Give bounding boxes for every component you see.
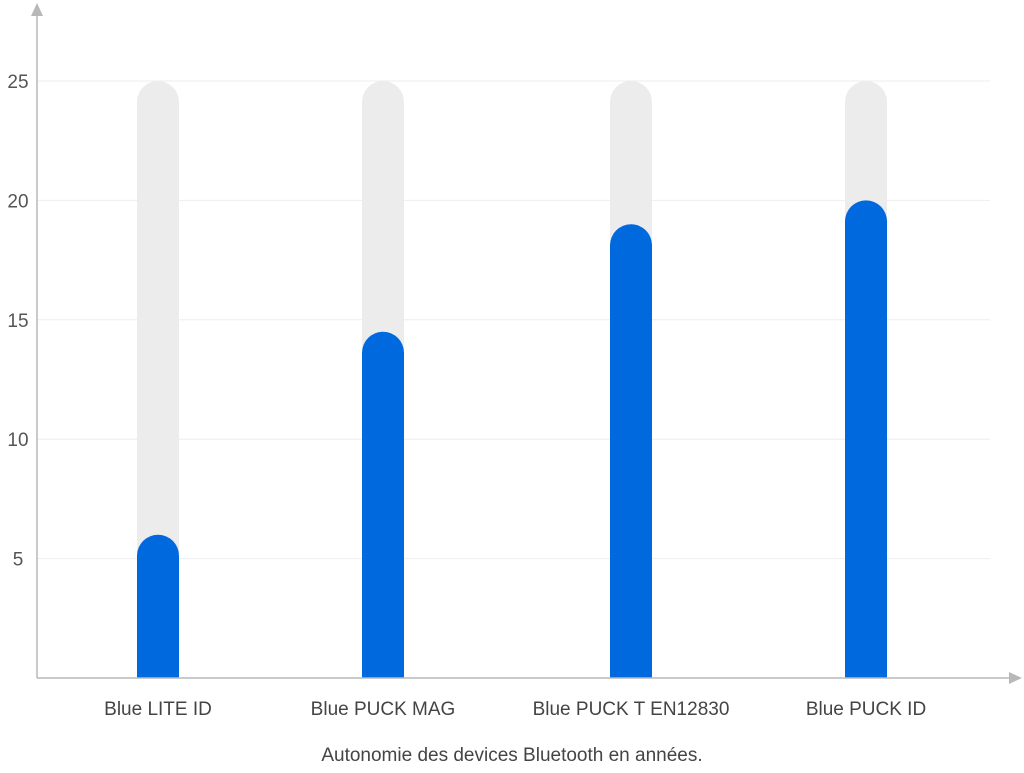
y-tick-label: 15 xyxy=(7,311,28,332)
category-label: Blue PUCK T EN12830 xyxy=(533,699,730,720)
category-label: Blue PUCK ID xyxy=(806,699,926,720)
bar xyxy=(362,331,404,678)
y-tick-label: 25 xyxy=(7,72,28,93)
y-tick-label: 20 xyxy=(7,191,28,212)
bar xyxy=(137,534,179,678)
bars xyxy=(137,200,887,678)
y-tick-labels: 5 10 15 20 25 xyxy=(7,72,28,571)
y-axis-arrow xyxy=(31,3,43,16)
axes xyxy=(31,3,1022,684)
bar-track xyxy=(137,81,179,678)
y-tick-label: 10 xyxy=(7,430,28,451)
x-axis-label: Autonomie des devices Bluetooth en année… xyxy=(321,745,702,766)
bar xyxy=(845,200,887,678)
bar-tracks xyxy=(137,81,887,678)
x-axis-arrow xyxy=(1009,672,1022,684)
grid-lines xyxy=(37,80,990,560)
bar xyxy=(610,224,652,678)
category-label: Blue LITE ID xyxy=(104,699,212,720)
category-labels: Blue LITE ID Blue PUCK MAG Blue PUCK T EN1… xyxy=(104,699,926,720)
y-tick-label: 5 xyxy=(13,550,24,571)
category-label: Blue PUCK MAG xyxy=(311,699,456,720)
